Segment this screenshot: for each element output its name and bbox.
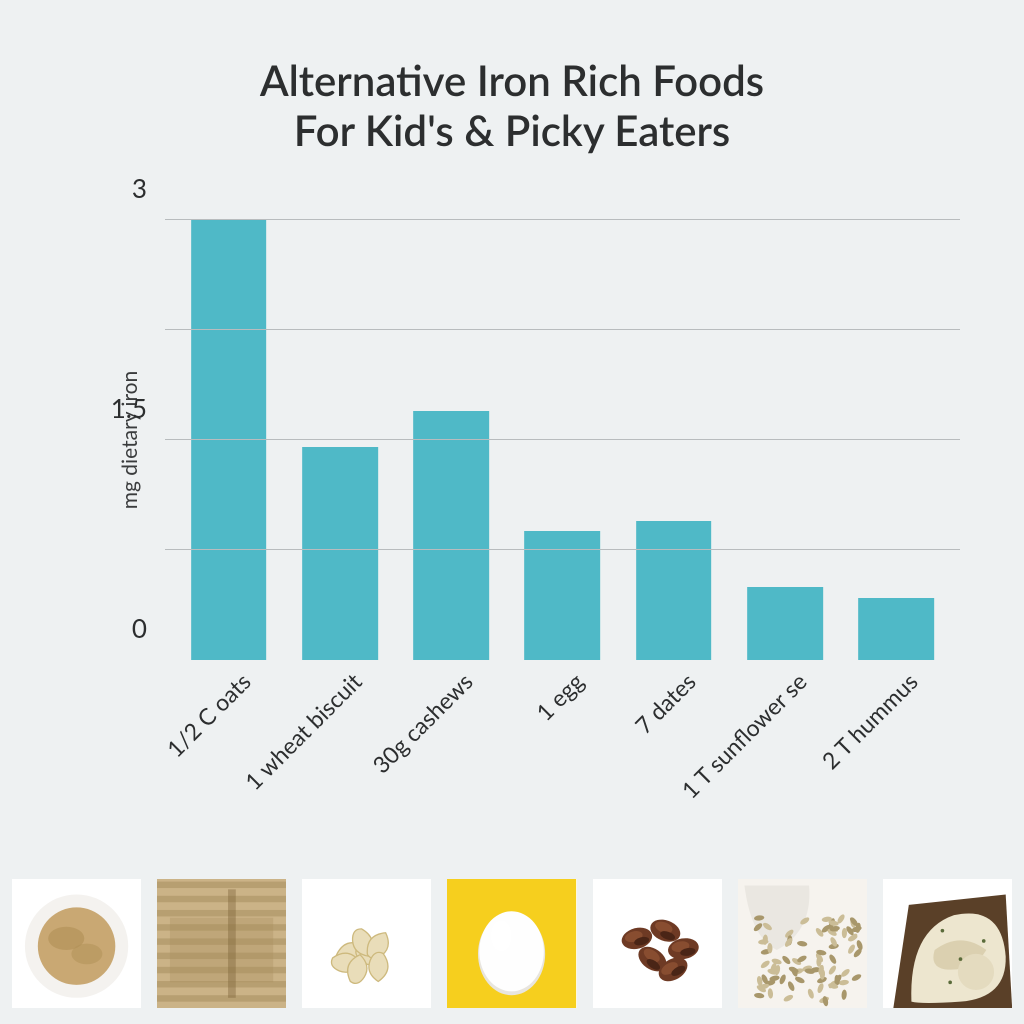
y-tick-label: 1.5 <box>111 392 147 424</box>
bar-slot: 7 dates <box>618 220 729 660</box>
bar-slot: 1/2 C oats <box>173 220 284 660</box>
y-tick-label: 3 <box>132 172 147 204</box>
sunflower-seeds-thumb <box>738 879 867 1008</box>
x-tick-label: 2 T hummus <box>816 667 923 774</box>
bar-slot: 2 T hummus <box>841 220 952 660</box>
dates-thumb <box>593 879 722 1008</box>
bar <box>302 447 378 660</box>
bar-slot: 1 egg <box>507 220 618 660</box>
gridline <box>165 549 960 550</box>
bar-slot: 1 T sunflower se <box>729 220 840 660</box>
x-tick-label: 1 wheat biscuit <box>239 667 367 795</box>
bar <box>636 521 712 660</box>
gridline <box>165 329 960 330</box>
cashews-thumb <box>302 879 431 1008</box>
gridline <box>165 219 960 220</box>
bars-container: 1/2 C oats1 wheat biscuit30g cashews1 eg… <box>165 220 960 660</box>
bar-chart: mg dietary iron 1/2 C oats1 wheat biscui… <box>120 220 960 660</box>
x-tick-label: 1/2 C oats <box>160 667 255 762</box>
egg-thumb <box>447 879 576 1008</box>
hummus-thumb <box>883 879 1012 1008</box>
chart-title: Alternative Iron Rich Foods For Kid's & … <box>0 0 1024 155</box>
page: Alternative Iron Rich Foods For Kid's & … <box>0 0 1024 1024</box>
plot-area: 1/2 C oats1 wheat biscuit30g cashews1 eg… <box>165 220 960 660</box>
bar <box>191 220 267 660</box>
x-tick-label: 1 egg <box>530 667 589 726</box>
y-tick-label: 0 <box>132 612 147 644</box>
bar <box>859 598 935 660</box>
thumbnail-row <box>12 879 1012 1008</box>
bar-slot: 30g cashews <box>396 220 507 660</box>
bar <box>525 531 601 660</box>
x-tick-label: 7 dates <box>629 667 701 739</box>
oats-thumb <box>12 879 141 1008</box>
x-tick-label: 30g cashews <box>367 667 479 779</box>
bar <box>747 587 823 660</box>
bar <box>413 411 489 660</box>
title-line-2: For Kid's & Picky Eaters <box>0 106 1024 156</box>
title-line-1: Alternative Iron Rich Foods <box>0 56 1024 106</box>
bar-slot: 1 wheat biscuit <box>284 220 395 660</box>
wheat-biscuit-thumb <box>157 879 286 1008</box>
gridline <box>165 439 960 440</box>
